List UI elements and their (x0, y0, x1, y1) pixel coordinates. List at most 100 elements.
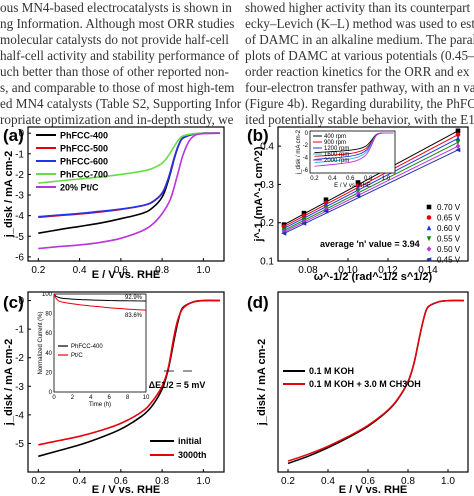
text-line: s, and comparable to those of most high-… (0, 80, 235, 95)
y-tick-label: 0.3 (260, 180, 274, 191)
x-tick-label: 1.0 (196, 265, 210, 276)
inset-y-tick-label: 20 (45, 370, 52, 376)
plot-frame (27, 126, 225, 262)
data-point (426, 246, 432, 252)
inset-y-tick-label: 80 (45, 312, 52, 318)
inset-x-axis-label: E / V vs. RHE (334, 183, 371, 189)
legend-label: PhFCC-600 (60, 157, 108, 167)
data-point (455, 135, 461, 141)
inset-legend-label: 900 rpm (324, 140, 346, 146)
chart-panel-b: 0.08 0.10 0.12 0.140.10.20.30.4(b)ω^-1/2 (r… (247, 126, 469, 283)
series-line (38, 132, 220, 184)
text-line: ecky–Levich (K–L) method was used to est… (245, 16, 474, 31)
text-line: ng Information. Although most ORR studie… (0, 16, 235, 31)
data-point (455, 143, 461, 149)
fit-line (283, 138, 459, 229)
inset-y-tick-label: -6 (303, 168, 309, 174)
y-tick-label: -5 (15, 439, 24, 450)
legend-label: 0.70 V (437, 203, 461, 212)
x-axis-label: ω^-1/2 (rad^-1/2 s^1/2) (314, 271, 433, 283)
inset-y-tick-label: -2 (303, 143, 309, 149)
x-tick-label: 0.4 (321, 476, 335, 487)
data-point (455, 132, 461, 137)
text-line: (Figure 4b). Regarding durability, the P… (245, 96, 474, 111)
legend-label: 0.65 V (437, 214, 461, 223)
plot-frame (277, 291, 469, 473)
y-tick-label: 0.1 (260, 257, 274, 268)
x-tick-label: 0.10 (338, 265, 358, 276)
legend-label: 3000th (178, 450, 207, 460)
x-tick-label: 0.6 (361, 476, 375, 487)
y-tick-label: -1 (15, 149, 24, 160)
inset-x-tick-label: 0.2 (310, 176, 319, 182)
text-line: ited potentially stable behavior, with t… (245, 112, 474, 127)
inset-series-line (314, 132, 394, 167)
data-point (301, 221, 307, 226)
inset-y-tick-label: 0 (49, 390, 53, 396)
data-point (455, 140, 461, 146)
chart-panel-d: 0.2 0.4 0.6 0.8 1.0 (d) E / V vs. RHE j_disk / … (247, 291, 469, 496)
x-tick-label: 0.14 (418, 265, 438, 276)
y-tick-label: 0.4 (260, 142, 274, 153)
legend-label: initial (178, 436, 202, 446)
text-line: uch better than those of other reported … (0, 64, 229, 79)
series-line (38, 132, 220, 250)
data-point (323, 206, 329, 213)
legend-label: PhFCC-500 (60, 144, 108, 154)
inset-x-axis-label: Time (h) (89, 402, 111, 408)
inset-chart: 0.2 0.4 0.6 0.8 1.0 0 -2 -4 -6 E / V vs. RHE j_dis… (296, 129, 396, 189)
legend-label: 0.1 M KOH (309, 366, 354, 376)
panel-label: (a) (3, 126, 24, 145)
x-tick-label: 0.8 (155, 265, 169, 276)
data-point (301, 210, 307, 216)
legend-label: 0.50 V (437, 245, 461, 254)
inset-series-line (53, 293, 147, 302)
inset-data-label: 92.9% (125, 295, 143, 301)
inset-x-tick-label: 0.4 (328, 176, 337, 182)
inset-data-label: 83.6% (125, 313, 143, 319)
inset-y-tick-label: 40 (45, 351, 52, 357)
annotation-text: average 'n' value = 3.94 (320, 239, 420, 249)
x-tick-label: 1.0 (441, 476, 455, 487)
fit-line (283, 149, 459, 234)
legend-label: 0.55 V (437, 235, 461, 244)
series-line (287, 299, 465, 462)
text-line: four-electron transfer pathway, with an … (245, 80, 474, 95)
legend-label: PhFCC-700 (60, 170, 108, 180)
plot-frame (27, 291, 225, 473)
inset-y-axis-label: j_disk / mA cm-2 (296, 129, 302, 175)
x-tick-label: 0.12 (378, 265, 398, 276)
y-tick-label: -2 (15, 353, 24, 364)
x-tick-label: 0.2 (31, 476, 45, 487)
data-point (426, 236, 432, 242)
data-point (426, 225, 432, 231)
chart-panel-a: 0.2 0.4 0.6 0.8 1.0 0 -1 -2 -3 -4 -5 -6 (a) E / V vs.… (3, 126, 225, 281)
annotation-text: ΔE1/2 = 5 mV (149, 380, 206, 390)
fit-line (283, 145, 459, 233)
legend-label: 0.45 V (437, 256, 461, 265)
inset-x-tick-label: 0.8 (364, 176, 373, 182)
text-line: ed MN4 catalysts (Table S2, Supporting I… (0, 96, 242, 111)
inset-x-tick-label: 1.0 (382, 176, 391, 182)
inset-x-tick-label: 0.6 (346, 176, 355, 182)
panel-label: (d) (247, 293, 269, 312)
y-tick-label: -6 (15, 252, 24, 263)
series-line (38, 299, 220, 446)
data-point (355, 180, 361, 185)
text-line: plots of DAMC at various potentials (0.4… (245, 48, 474, 63)
inset-frame (53, 293, 147, 393)
inset-legend-label: 1200 rpm (324, 146, 349, 152)
inset-legend-label: PhFCC-400 (71, 344, 103, 350)
x-tick-label: 1.0 (196, 476, 210, 487)
inset-x-tick-label: 4 (89, 395, 93, 401)
inset-x-tick-label: 6 (108, 395, 112, 401)
data-point (426, 215, 432, 220)
legend-label: 0.1 M KOH + 3.0 M CH3OH (309, 379, 421, 389)
chart-panel-c: 0.2 0.4 0.6 0.8 1.0 0 -1 -2 -3 -4 -5 (c) E / V vs. R… (3, 291, 225, 496)
x-tick-label: 0.8 (401, 476, 415, 487)
panel-label: (b) (247, 126, 269, 145)
y-tick-label: 0 (18, 296, 24, 307)
y-axis-label: j_disk / mA cm-2 (3, 151, 15, 238)
